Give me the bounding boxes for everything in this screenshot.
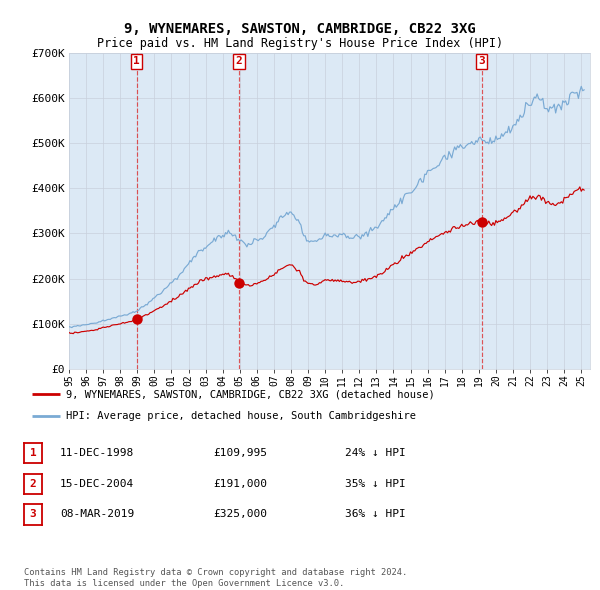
Text: £191,000: £191,000 bbox=[213, 479, 267, 489]
Text: 35% ↓ HPI: 35% ↓ HPI bbox=[345, 479, 406, 489]
Text: 36% ↓ HPI: 36% ↓ HPI bbox=[345, 510, 406, 519]
Text: Contains HM Land Registry data © Crown copyright and database right 2024.
This d: Contains HM Land Registry data © Crown c… bbox=[24, 568, 407, 588]
Text: 2: 2 bbox=[29, 479, 37, 489]
Text: 08-MAR-2019: 08-MAR-2019 bbox=[60, 510, 134, 519]
Text: Price paid vs. HM Land Registry's House Price Index (HPI): Price paid vs. HM Land Registry's House … bbox=[97, 37, 503, 50]
Text: £325,000: £325,000 bbox=[213, 510, 267, 519]
Text: 3: 3 bbox=[29, 510, 37, 519]
Text: HPI: Average price, detached house, South Cambridgeshire: HPI: Average price, detached house, Sout… bbox=[66, 411, 416, 421]
Text: 9, WYNEMARES, SAWSTON, CAMBRIDGE, CB22 3XG: 9, WYNEMARES, SAWSTON, CAMBRIDGE, CB22 3… bbox=[124, 22, 476, 37]
Text: 24% ↓ HPI: 24% ↓ HPI bbox=[345, 448, 406, 458]
Text: 3: 3 bbox=[478, 56, 485, 66]
Text: 1: 1 bbox=[133, 56, 140, 66]
Text: 9, WYNEMARES, SAWSTON, CAMBRIDGE, CB22 3XG (detached house): 9, WYNEMARES, SAWSTON, CAMBRIDGE, CB22 3… bbox=[66, 389, 434, 399]
Text: 1: 1 bbox=[29, 448, 37, 458]
Text: £109,995: £109,995 bbox=[213, 448, 267, 458]
Text: 15-DEC-2004: 15-DEC-2004 bbox=[60, 479, 134, 489]
Text: 2: 2 bbox=[236, 56, 242, 66]
Text: 11-DEC-1998: 11-DEC-1998 bbox=[60, 448, 134, 458]
